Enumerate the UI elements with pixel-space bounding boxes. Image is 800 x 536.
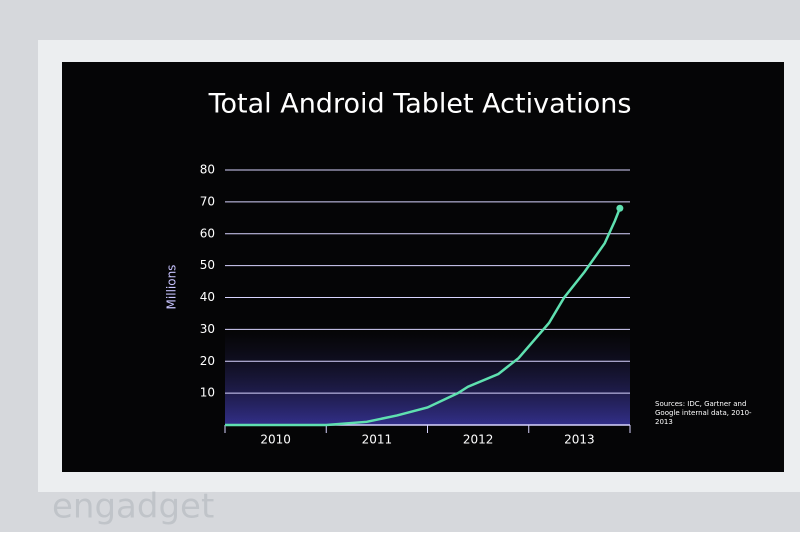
chart-title: Total Android Tablet Activations xyxy=(208,89,632,120)
end-point xyxy=(616,204,624,212)
y-tick-label: 60 xyxy=(200,226,215,240)
y-tick-label: 80 xyxy=(200,163,215,177)
x-tick-label: 2012 xyxy=(463,433,494,447)
x-tick-label: 2010 xyxy=(260,433,291,447)
source-note: Sources: IDC, Gartner and Google interna… xyxy=(655,400,752,426)
x-tick-label: 2013 xyxy=(564,433,595,447)
y-axis-label: Millions xyxy=(165,265,179,310)
note-box: Sources: IDC, Gartner and Google interna… xyxy=(655,400,752,426)
x-tick-label: 2011 xyxy=(362,433,393,447)
y-tick-label: 10 xyxy=(200,386,215,400)
watermark: engadget xyxy=(52,487,214,527)
plot-glow xyxy=(225,330,630,425)
y-tick-label: 50 xyxy=(200,258,215,272)
y-tick-label: 30 xyxy=(200,322,215,336)
y-tick-label: 20 xyxy=(200,354,215,368)
y-tick-label: 70 xyxy=(200,194,215,208)
y-tick-label: 40 xyxy=(200,290,215,304)
line xyxy=(225,207,622,427)
